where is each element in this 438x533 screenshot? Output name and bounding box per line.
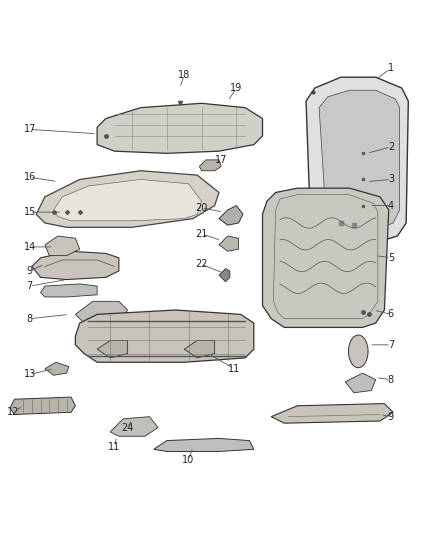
Text: 11: 11: [228, 364, 240, 374]
Ellipse shape: [349, 335, 368, 368]
Polygon shape: [36, 171, 219, 228]
Polygon shape: [219, 269, 230, 282]
Polygon shape: [345, 373, 376, 393]
Text: 14: 14: [24, 242, 36, 252]
Text: 11: 11: [109, 442, 121, 452]
Polygon shape: [75, 310, 254, 362]
Text: 24: 24: [121, 423, 134, 433]
Text: 22: 22: [195, 260, 208, 269]
Polygon shape: [271, 403, 393, 423]
Text: 7: 7: [27, 281, 33, 291]
Polygon shape: [319, 90, 399, 230]
Text: 18: 18: [178, 70, 190, 80]
Polygon shape: [75, 301, 127, 323]
Text: 17: 17: [215, 155, 227, 165]
Polygon shape: [41, 284, 97, 297]
Text: 2: 2: [388, 142, 394, 152]
Polygon shape: [97, 341, 127, 358]
Text: 9: 9: [388, 411, 394, 422]
Polygon shape: [219, 206, 243, 225]
Polygon shape: [110, 417, 158, 436]
Polygon shape: [184, 341, 215, 358]
Text: 5: 5: [388, 253, 394, 263]
Text: 10: 10: [182, 455, 194, 465]
Text: 13: 13: [24, 369, 36, 379]
Text: 9: 9: [27, 266, 33, 276]
Text: 8: 8: [388, 375, 394, 385]
Polygon shape: [45, 362, 69, 375]
Polygon shape: [53, 180, 201, 221]
Text: 17: 17: [24, 124, 36, 134]
Text: 1: 1: [388, 63, 394, 74]
Polygon shape: [32, 251, 119, 279]
Polygon shape: [45, 236, 80, 256]
Polygon shape: [154, 439, 254, 451]
Polygon shape: [262, 188, 389, 327]
Text: 7: 7: [388, 340, 394, 350]
Text: 8: 8: [27, 314, 33, 324]
Polygon shape: [332, 192, 358, 214]
Text: 19: 19: [230, 83, 243, 93]
Text: 16: 16: [24, 172, 36, 182]
Polygon shape: [306, 77, 408, 243]
Polygon shape: [97, 103, 262, 154]
Text: 20: 20: [195, 203, 208, 213]
Text: 15: 15: [24, 207, 36, 217]
Text: 4: 4: [388, 200, 394, 211]
Polygon shape: [199, 160, 221, 171]
Polygon shape: [10, 397, 75, 415]
Text: 6: 6: [388, 309, 394, 319]
Text: 12: 12: [7, 407, 20, 417]
Polygon shape: [219, 236, 239, 251]
Text: 21: 21: [195, 229, 208, 239]
Text: 3: 3: [388, 174, 394, 184]
